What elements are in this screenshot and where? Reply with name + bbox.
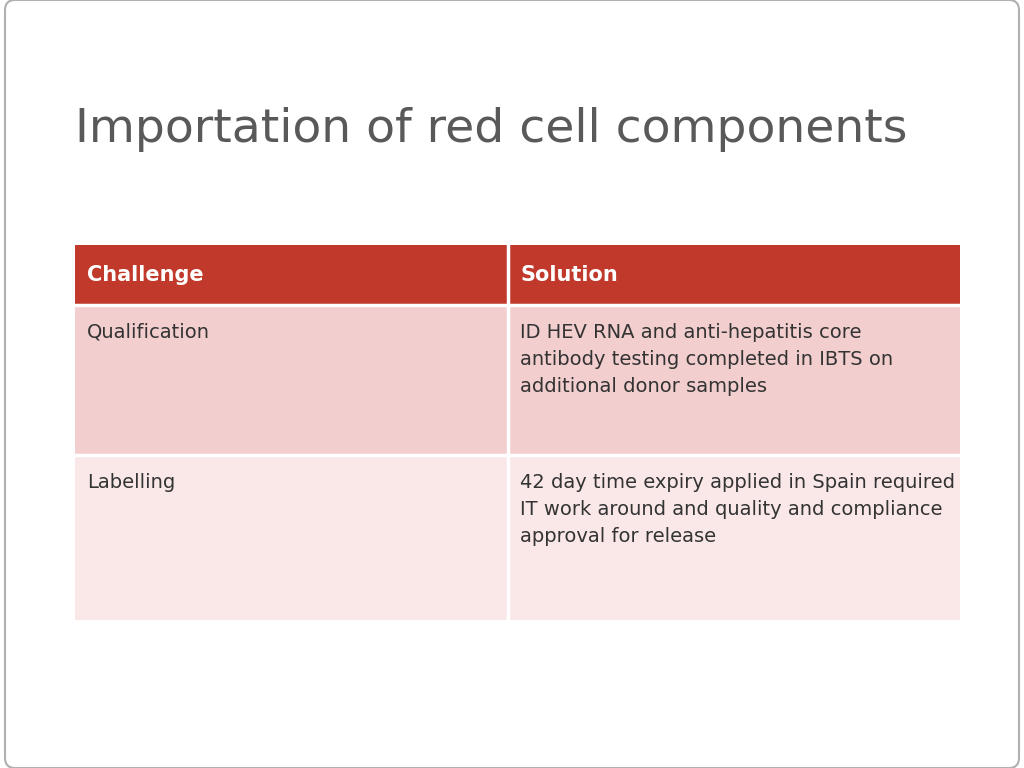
Text: Importation of red cell components: Importation of red cell components	[75, 108, 907, 153]
Text: 42 day time expiry applied in Spain required
IT work around and quality and comp: 42 day time expiry applied in Spain requ…	[520, 473, 955, 547]
Bar	[75, 245, 961, 305]
Text: Solution: Solution	[520, 265, 617, 285]
FancyBboxPatch shape	[5, 0, 1019, 768]
Text: Challenge: Challenge	[87, 265, 204, 285]
Text: Qualification: Qualification	[87, 323, 210, 342]
Bar	[75, 455, 961, 620]
Bar	[75, 305, 961, 455]
Text: Labelling: Labelling	[87, 473, 175, 492]
Text: ID HEV RNA and anti-hepatitis core
antibody testing completed in IBTS on
additio: ID HEV RNA and anti-hepatitis core antib…	[520, 323, 893, 396]
